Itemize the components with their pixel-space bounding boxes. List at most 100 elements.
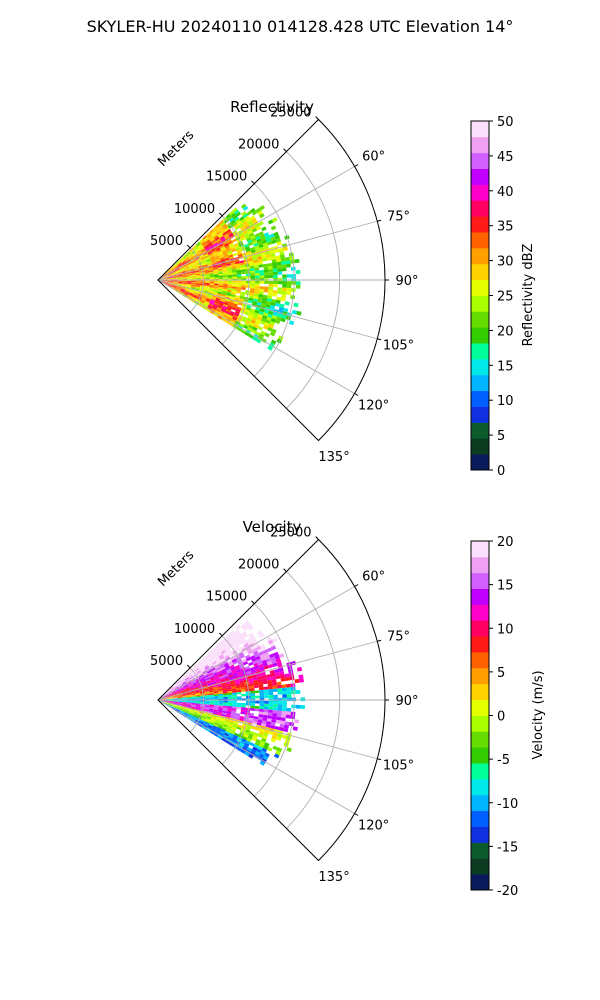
- field-cell: [181, 693, 187, 696]
- field-cell: [227, 736, 233, 741]
- azimuth-tick-label: 75°: [387, 630, 410, 645]
- field-cell: [205, 298, 211, 302]
- field-cell: [256, 238, 262, 243]
- field-cell: [187, 701, 192, 703]
- field-cell: [186, 274, 192, 276]
- field-cell: [218, 723, 224, 728]
- field-cell: [187, 262, 193, 266]
- field-cell: [204, 688, 209, 691]
- field-cell: [190, 288, 195, 292]
- field-cell: [217, 266, 223, 270]
- field-cell: [271, 217, 278, 223]
- field-cell: [226, 658, 232, 663]
- field-cell: [295, 284, 301, 289]
- field-cell: [175, 268, 180, 272]
- field-cell: [229, 730, 235, 735]
- field-cell: [211, 715, 217, 718]
- field-cell: [272, 662, 278, 667]
- field-cell: [172, 272, 177, 275]
- field-cell: [202, 261, 207, 265]
- field-cell: [220, 310, 225, 315]
- field-cell: [289, 256, 295, 261]
- field-cell: [166, 269, 170, 273]
- field-cell: [279, 254, 285, 259]
- field-cell: [253, 744, 259, 749]
- field-cell: [166, 690, 171, 694]
- field-cell: [239, 295, 245, 300]
- field-cell: [263, 692, 269, 696]
- field-cell: [240, 740, 246, 745]
- field-cell: [231, 688, 237, 691]
- field-cell: [169, 687, 174, 691]
- field-cell: [230, 714, 236, 718]
- field-cell: [275, 658, 281, 663]
- field-cell: [281, 710, 287, 715]
- field-cell: [261, 720, 267, 724]
- field-cell: [233, 643, 239, 649]
- field-cell: [262, 680, 268, 685]
- field-cell: [197, 671, 202, 675]
- field-cell: [246, 210, 252, 216]
- field-cell: [249, 292, 255, 297]
- field-cell: [288, 672, 294, 677]
- field-cell: [235, 683, 241, 687]
- field-cell: [223, 253, 229, 258]
- field-cell: [244, 665, 250, 670]
- field-cell: [210, 677, 215, 681]
- field-cell: [226, 685, 232, 688]
- field-cell: [222, 290, 227, 294]
- field-cell: [245, 693, 251, 697]
- field-cell: [227, 274, 233, 277]
- field-cell: [200, 702, 206, 705]
- field-cell: [245, 740, 251, 745]
- field-cell: [177, 282, 183, 284]
- field-cell: [177, 697, 183, 699]
- field-cell: [255, 655, 261, 661]
- field-cell: [227, 303, 233, 308]
- field-cell: [214, 280, 219, 283]
- field-cell: [254, 248, 261, 252]
- field-cell: [200, 275, 206, 278]
- field-cell: [204, 705, 210, 708]
- field-cell: [176, 287, 181, 291]
- field-cell: [262, 325, 269, 330]
- field-cell: [208, 690, 214, 693]
- field-cell: [251, 210, 258, 216]
- field-cell: [223, 280, 228, 283]
- field-cell: [191, 259, 197, 263]
- field-cell: [275, 255, 281, 260]
- field-cell: [209, 730, 215, 735]
- field-cell: [279, 723, 285, 728]
- field-cell: [243, 719, 249, 723]
- field-cell: [216, 230, 222, 236]
- field-cell: [221, 248, 227, 253]
- field-cell: [180, 708, 186, 711]
- field-cell: [228, 637, 235, 643]
- field-cell: [192, 294, 198, 298]
- field-cell: [173, 698, 178, 699]
- field-cell: [227, 700, 233, 703]
- field-cell: [200, 280, 206, 282]
- field-cell: [177, 272, 182, 275]
- field-cell: [220, 678, 226, 682]
- field-cell: [238, 232, 244, 237]
- field-cell: [233, 674, 239, 679]
- field-cell: [260, 236, 267, 242]
- field-cell: [179, 677, 184, 681]
- field-cell: [181, 704, 187, 707]
- field-cell: [235, 265, 241, 269]
- field-cell: [227, 670, 232, 674]
- field-cell: [182, 673, 187, 678]
- field-cell: [270, 236, 276, 241]
- field-cell: [227, 702, 233, 705]
- field-cell: [250, 288, 255, 291]
- field-cell: [209, 700, 215, 702]
- field-cell: [209, 693, 215, 696]
- field-cell: [194, 266, 199, 269]
- field-cell: [208, 672, 214, 677]
- colorbar-segment: [471, 263, 489, 281]
- field-cell: [183, 293, 188, 297]
- field-cell: [274, 725, 280, 731]
- field-cell: [231, 270, 237, 273]
- field-cell: [284, 739, 290, 744]
